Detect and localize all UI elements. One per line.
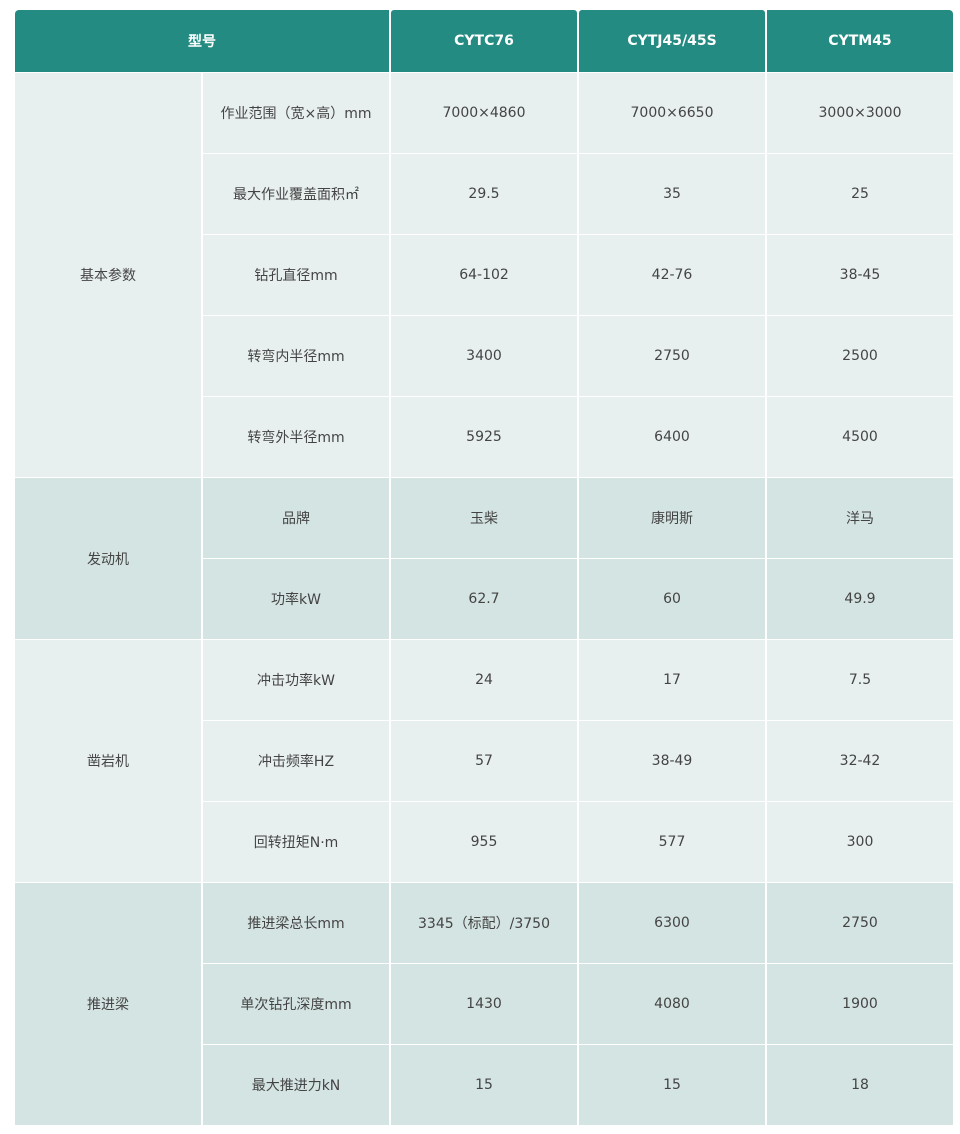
value-cell: 2750 (579, 316, 765, 396)
table-row: 单次钻孔深度mm 1430 4080 1900 (15, 964, 953, 1044)
value-cell: 29.5 (391, 154, 577, 234)
value-cell: 3400 (391, 316, 577, 396)
table-row: 最大推进力kN 15 15 18 (15, 1045, 953, 1125)
value-cell: 42-76 (579, 235, 765, 315)
value-cell: 64-102 (391, 235, 577, 315)
value-cell: 49.9 (767, 559, 953, 639)
table-row: 转弯外半径mm 5925 6400 4500 (15, 397, 953, 477)
group-label: 发动机 (15, 478, 201, 639)
value-cell: 1430 (391, 964, 577, 1044)
value-cell: 洋马 (767, 478, 953, 558)
value-cell: 38-45 (767, 235, 953, 315)
value-cell: 2750 (767, 883, 953, 963)
value-cell: 24 (391, 640, 577, 720)
parameter-label: 功率kW (203, 559, 389, 639)
parameter-label: 冲击频率HZ (203, 721, 389, 801)
table-row: 功率kW 62.7 60 49.9 (15, 559, 953, 639)
table-row: 基本参数 作业范围（宽×高）mm 7000×4860 7000×6650 3000×30… (15, 73, 953, 477)
spec-table: 型号 CYTC76 CYTJ45/45S CYTM45 基本参数 作业范围（宽×高… (13, 9, 955, 1126)
value-cell: 32-42 (767, 721, 953, 801)
model-header: 型号 (15, 10, 389, 72)
value-cell: 4500 (767, 397, 953, 477)
value-cell: 3000×3000 (767, 73, 953, 153)
value-cell: 7000×6650 (579, 73, 765, 153)
value-cell: 577 (579, 802, 765, 882)
value-cell: 25 (767, 154, 953, 234)
parameter-label: 最大推进力kN (203, 1045, 389, 1125)
spec-table-body: 基本参数 作业范围（宽×高）mm 7000×4860 7000×6650 3000×30… (15, 73, 953, 1125)
parameter-label: 冲击功率kW (203, 640, 389, 720)
value-cell: 300 (767, 802, 953, 882)
model-column-header: CYTJ45/45S (579, 10, 765, 72)
value-cell: 18 (767, 1045, 953, 1125)
table-row: 回转扭矩N·m 955 577 300 (15, 802, 953, 882)
value-cell: 15 (391, 1045, 577, 1125)
table-row: 冲击频率HZ 57 38-49 32-42 (15, 721, 953, 801)
value-cell: 6400 (579, 397, 765, 477)
value-cell: 35 (579, 154, 765, 234)
group-label: 基本参数 (15, 73, 201, 477)
value-cell: 2500 (767, 316, 953, 396)
table-row: 发动机 品牌 玉柴 康明斯 洋马 (15, 478, 953, 639)
value-cell: 玉柴 (391, 478, 577, 558)
value-cell: 7.5 (767, 640, 953, 720)
value-cell: 7000×4860 (391, 73, 577, 153)
model-column-header: CYTM45 (767, 10, 953, 72)
group-label: 推进梁 (15, 883, 201, 1125)
parameter-label: 推进梁总长mm (203, 883, 389, 963)
parameter-label: 单次钻孔深度mm (203, 964, 389, 1044)
value-cell: 1900 (767, 964, 953, 1044)
table-row: 转弯内半径mm 3400 2750 2500 (15, 316, 953, 396)
table-row: 凿岩机 冲击功率kW 24 17 7.5 (15, 640, 953, 882)
value-cell: 17 (579, 640, 765, 720)
header-row: 型号 CYTC76 CYTJ45/45S CYTM45 (15, 10, 953, 72)
value-cell: 5925 (391, 397, 577, 477)
value-cell: 60 (579, 559, 765, 639)
table-row: 钻孔直径mm 64-102 42-76 38-45 (15, 235, 953, 315)
group-label: 凿岩机 (15, 640, 201, 882)
value-cell: 6300 (579, 883, 765, 963)
parameter-label: 最大作业覆盖面积㎡ (203, 154, 389, 234)
parameter-label: 钻孔直径mm (203, 235, 389, 315)
parameter-label: 转弯内半径mm (203, 316, 389, 396)
value-cell: 57 (391, 721, 577, 801)
value-cell: 15 (579, 1045, 765, 1125)
table-row: 最大作业覆盖面积㎡ 29.5 35 25 (15, 154, 953, 234)
parameter-label: 作业范围（宽×高）mm (203, 73, 389, 153)
table-row: 推进梁 推进梁总长mm 3345（标配）/3750 6300 2750 (15, 883, 953, 1125)
parameter-label: 回转扭矩N·m (203, 802, 389, 882)
parameter-label: 品牌 (203, 478, 389, 558)
value-cell: 3345（标配）/3750 (391, 883, 577, 963)
parameter-label: 转弯外半径mm (203, 397, 389, 477)
model-column-header: CYTC76 (391, 10, 577, 72)
value-cell: 4080 (579, 964, 765, 1044)
value-cell: 955 (391, 802, 577, 882)
value-cell: 康明斯 (579, 478, 765, 558)
value-cell: 38-49 (579, 721, 765, 801)
value-cell: 62.7 (391, 559, 577, 639)
